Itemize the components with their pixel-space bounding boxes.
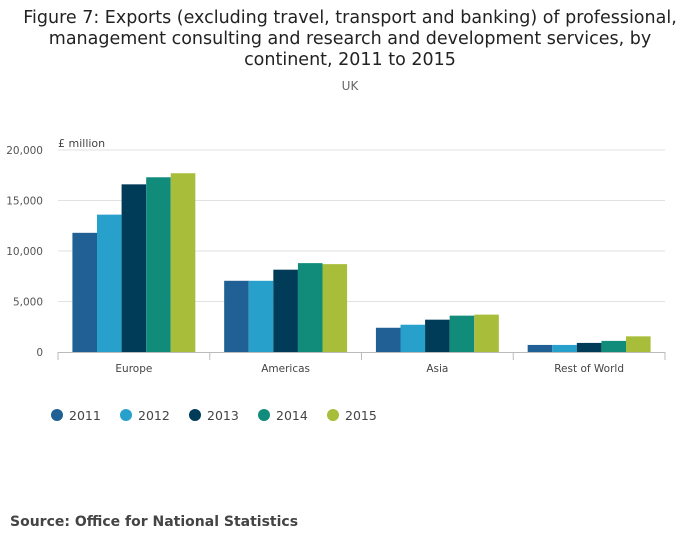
bar-2012-rest-of-world bbox=[552, 344, 577, 352]
legend-marker bbox=[120, 409, 132, 421]
legend: 2011 2012 2013 2014 2015 bbox=[51, 408, 377, 423]
bar-2015-asia bbox=[474, 314, 499, 352]
bar-2011-europe bbox=[72, 232, 97, 352]
bar-2014-americas bbox=[297, 263, 323, 352]
bar-2015-americas bbox=[322, 264, 348, 352]
bar-2012-americas bbox=[248, 280, 274, 352]
legend-label: 2011 bbox=[69, 408, 101, 423]
bar-2013-asia bbox=[425, 319, 450, 352]
bar-2012-europe bbox=[96, 214, 122, 352]
legend-marker bbox=[189, 409, 201, 421]
y-tick-label: 15,000 bbox=[6, 196, 43, 208]
bar-2013-americas bbox=[273, 269, 298, 352]
bar-2013-rest-of-world bbox=[576, 342, 602, 352]
chart-subtitle: UK bbox=[341, 79, 359, 93]
y-tick-label: 5,000 bbox=[13, 297, 43, 309]
legend-label: 2014 bbox=[276, 408, 308, 423]
x-axis: Europe Americas Asia Rest of World bbox=[57, 352, 666, 375]
y-tick-label: 0 bbox=[36, 347, 43, 359]
bar-2014-asia bbox=[449, 315, 475, 352]
legend-marker bbox=[327, 409, 339, 421]
bar-2012-asia bbox=[400, 324, 426, 352]
bar-2014-rest-of-world bbox=[601, 340, 627, 352]
chart-title: Figure 7: Exports (excluding travel, tra… bbox=[23, 8, 677, 70]
x-tick-label: Rest of World bbox=[554, 363, 624, 375]
bar-2011-asia bbox=[375, 327, 401, 352]
bar-2014-europe bbox=[146, 177, 171, 352]
legend-label: 2013 bbox=[207, 408, 239, 423]
x-tick-label: Europe bbox=[115, 363, 152, 375]
legend-marker bbox=[51, 409, 63, 421]
x-tick-label: Asia bbox=[426, 363, 448, 375]
bar-2011-americas bbox=[224, 280, 249, 352]
y-axis-label: £ million bbox=[58, 137, 105, 150]
legend-label: 2015 bbox=[345, 408, 377, 423]
bar-2015-rest-of-world bbox=[626, 336, 651, 352]
y-axis-ticks: 0 5,000 10,000 15,000 20,000 bbox=[6, 145, 43, 359]
source-note: Source: Office for National Statistics bbox=[10, 514, 299, 530]
legend-marker bbox=[258, 409, 270, 421]
legend-label: 2012 bbox=[138, 408, 170, 423]
y-tick-label: 20,000 bbox=[6, 145, 43, 157]
x-tick-label: Americas bbox=[261, 363, 310, 375]
bar-2011-rest-of-world bbox=[527, 344, 553, 352]
bar-2013-europe bbox=[121, 184, 147, 352]
bars bbox=[72, 173, 651, 352]
y-tick-label: 10,000 bbox=[6, 246, 43, 258]
bar-2015-europe bbox=[170, 173, 196, 352]
